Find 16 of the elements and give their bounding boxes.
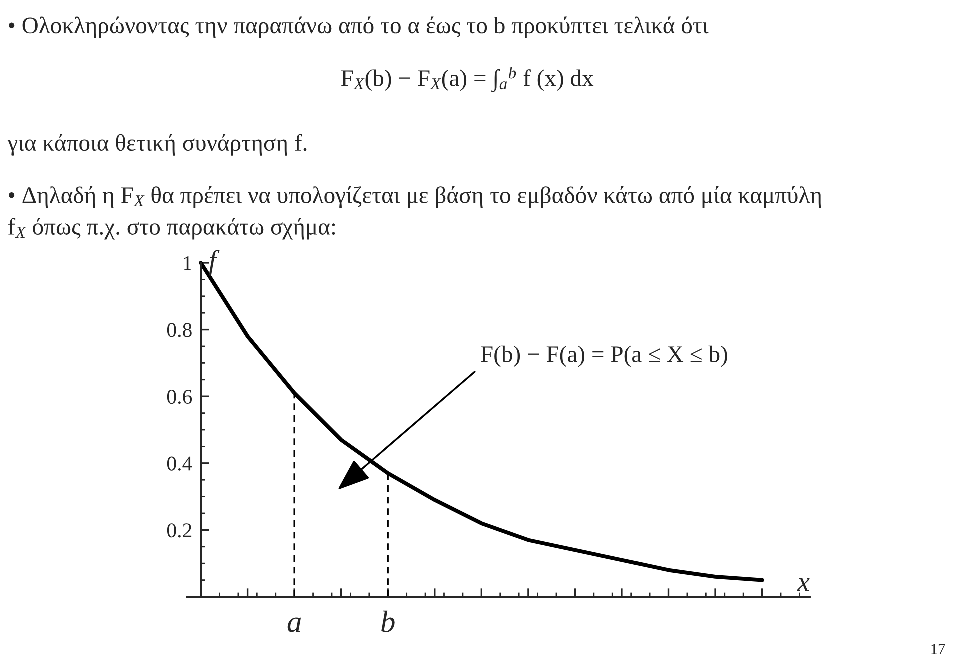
x-axis-title: x <box>797 578 810 592</box>
text: 17 <box>932 644 946 654</box>
text: • Ολοκληρώνοντας την παραπάνω από το α έως το b προκύπτει τελικά ότι <box>9 16 709 38</box>
y-tick-label: 0.8 <box>167 323 192 338</box>
y-tick-label: 1 <box>184 256 192 270</box>
annotation: F(b) − F(a) = P(a ≤ X ≤ b) <box>481 346 728 368</box>
y-tick-label: 0.4 <box>167 456 192 471</box>
y-tick-label: 0.6 <box>167 390 192 404</box>
text: για κάποια θετική συνάρτηση f. <box>8 134 307 156</box>
y-tick-label: 0.2 <box>167 524 192 538</box>
x-tick-label: b <box>382 610 395 632</box>
x-tick-label: a <box>288 618 302 632</box>
text: f$_{X}$ όπως π.χ. στο παρακάτω σχήμα: <box>8 218 336 240</box>
text: • Δηλαδή η F$_{X}$ θα πρέπει να υπολογίζεται με βάση το εμβαδόν κάτω από μία καμπύλη <box>9 186 822 208</box>
y-axis-title: f <box>209 250 220 276</box>
text: F$_{X}$(b) − F$_{X}$(a) = ∫$_{a}$$^{b}$ f (x) dx <box>341 67 594 92</box>
